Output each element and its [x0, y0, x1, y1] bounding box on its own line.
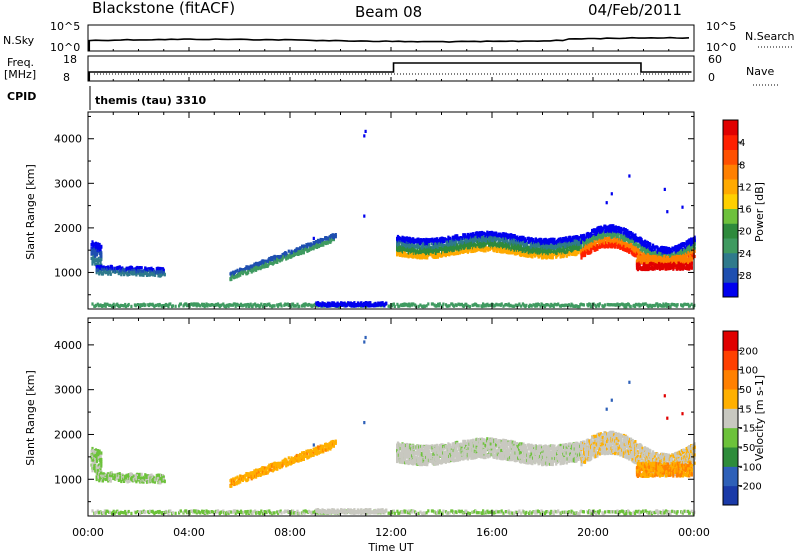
power-data-cell [96, 253, 98, 256]
power-data-cell [442, 303, 444, 306]
site-title: Blackstone (fitACF) [92, 0, 235, 17]
power-data-cell [649, 243, 651, 246]
nave-tick-top: 60 [708, 53, 722, 66]
power-data-cell [172, 304, 174, 307]
nsearch-label: N.Search [745, 30, 795, 43]
freq-tick-top: 18 [63, 53, 77, 66]
power-data-cell [100, 245, 102, 248]
beam-title: Beam 08 [355, 3, 422, 21]
date-title: 04/Feb/2011 [588, 1, 682, 19]
power-data-cell [144, 303, 146, 306]
power-data-cell [274, 304, 276, 307]
power-data-cell [281, 304, 283, 307]
cpid-text: themis (tau) 3310 [95, 94, 207, 107]
nave-tick-bottom: 0 [708, 71, 715, 84]
power-data-layer [91, 130, 696, 308]
power-data-cell [303, 251, 305, 254]
power-data-cell [677, 303, 679, 306]
nsearch-tick-top: 10^5 [706, 20, 736, 33]
power-data-cell [478, 304, 480, 307]
power-data-cell [604, 303, 606, 306]
power-data-cell [525, 304, 527, 307]
power-data-cell [298, 305, 300, 308]
power-data-cell [100, 258, 102, 261]
power-data-cell [100, 253, 102, 256]
nsky-series-line [89, 38, 689, 51]
power-data-cell [180, 302, 182, 305]
power-data-cell [141, 266, 143, 269]
power-data-cell [175, 305, 177, 308]
nsky-label: N.Sky [3, 34, 35, 47]
power-data-cell [394, 305, 396, 308]
cpid-label: CPID [7, 90, 36, 103]
power-data-cell [583, 303, 585, 306]
freq-series-line [89, 63, 691, 81]
freq-unit: [MHz] [4, 68, 36, 81]
freq-tick-bottom: 8 [63, 71, 70, 84]
power-data-cell [469, 305, 471, 308]
power-data-cell [164, 273, 166, 276]
power-data-cell [427, 302, 429, 305]
power-data-cell [599, 302, 601, 305]
power-data-cell [630, 305, 632, 308]
nave-label: Nave [746, 65, 774, 78]
power-data-cell [553, 238, 555, 241]
power-data-cell [590, 250, 592, 253]
nsky-tick-top: 10^5 [50, 20, 80, 33]
power-data-cell [385, 302, 387, 305]
power-data-cell [128, 303, 130, 306]
power-data-cell [130, 305, 132, 308]
power-data-cell [335, 235, 337, 238]
power-data-cell [584, 254, 586, 257]
power-data-cell [247, 271, 249, 274]
